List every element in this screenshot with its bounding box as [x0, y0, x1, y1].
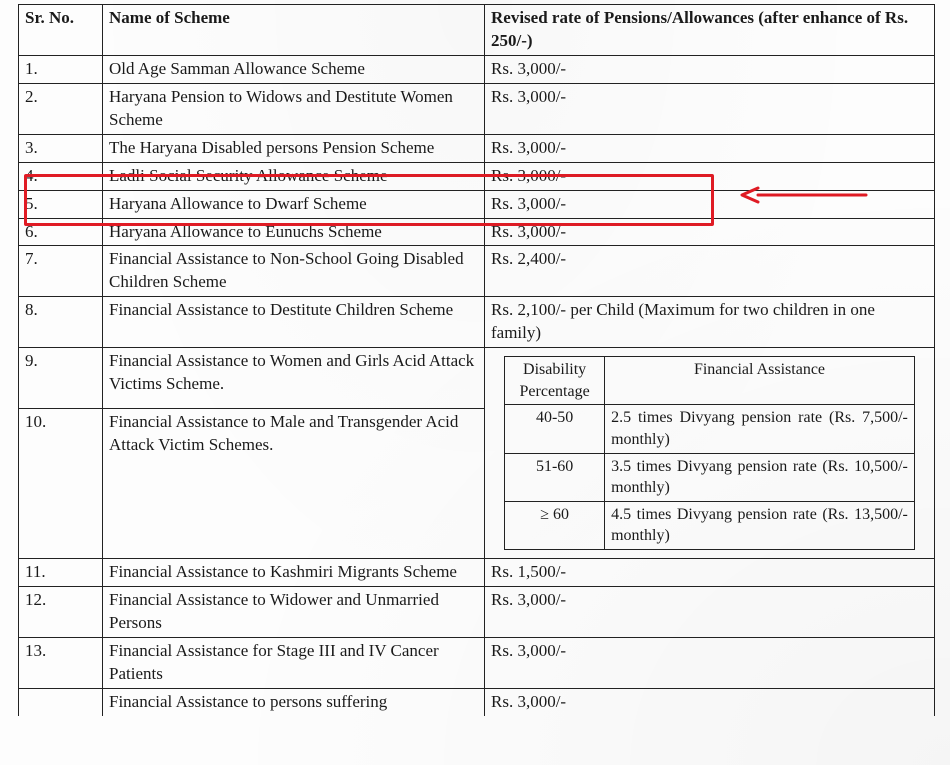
table-row: 5. Haryana Allowance to Dwarf Scheme Rs.…	[19, 190, 935, 218]
cell-sr: 3.	[19, 134, 103, 162]
cell-name: Financial Assistance to Non-School Going…	[103, 246, 485, 297]
inner-header-row: Disability Percentage Financial Assistan…	[505, 357, 915, 405]
cell-rate: Rs. 3,000/-	[485, 55, 935, 83]
cell-name: The Haryana Disabled persons Pension Sch…	[103, 134, 485, 162]
cell-sr: 7.	[19, 246, 103, 297]
cell-rate: Rs. 1,500/-	[485, 558, 935, 586]
table-row: 7. Financial Assistance to Non-School Go…	[19, 246, 935, 297]
table-row: 11. Financial Assistance to Kashmiri Mig…	[19, 558, 935, 586]
cell-rate: Rs. 3,000/-	[485, 162, 935, 190]
table-row: 6. Haryana Allowance to Eunuchs Scheme R…	[19, 218, 935, 246]
cell-rate: Rs. 3,000/-	[485, 688, 935, 715]
inner-row: 40-50 2.5 times Divyang pension rate (Rs…	[505, 405, 915, 453]
inner-b: 3.5 times Divyang pension rate (Rs. 10,5…	[605, 453, 915, 501]
page: { "header": { "sr": "Sr. No.", "name": "…	[0, 0, 950, 765]
cell-name: Financial Assistance to persons sufferin…	[103, 688, 485, 715]
table-row: 13. Financial Assistance for Stage III a…	[19, 637, 935, 688]
cell-rate: Rs. 3,000/-	[485, 218, 935, 246]
cell-sr	[19, 688, 103, 715]
table-row: 3. The Haryana Disabled persons Pension …	[19, 134, 935, 162]
header-sr: Sr. No.	[19, 5, 103, 56]
header-name: Name of Scheme	[103, 5, 485, 56]
inner-head-b: Financial Assistance	[605, 357, 915, 405]
table-row: 12. Financial Assistance to Widower and …	[19, 586, 935, 637]
table-row: 1. Old Age Samman Allowance Scheme Rs. 3…	[19, 55, 935, 83]
inner-b: 2.5 times Divyang pension rate (Rs. 7,50…	[605, 405, 915, 453]
cell-name: Financial Assistance to Male and Transge…	[103, 408, 485, 558]
disability-table: Disability Percentage Financial Assistan…	[504, 356, 915, 550]
header-rate: Revised rate of Pensions/Allowances (aft…	[485, 5, 935, 56]
cell-name: Old Age Samman Allowance Scheme	[103, 55, 485, 83]
cell-name: Haryana Allowance to Eunuchs Scheme	[103, 218, 485, 246]
cell-rate-nested: Disability Percentage Financial Assistan…	[485, 348, 935, 559]
inner-head-a: Disability Percentage	[505, 357, 605, 405]
inner-row: 51-60 3.5 times Divyang pension rate (Rs…	[505, 453, 915, 501]
cell-sr: 8.	[19, 297, 103, 348]
inner-a: 40-50	[505, 405, 605, 453]
table-row-cut: Financial Assistance to persons sufferin…	[19, 688, 935, 715]
table-header-row: Sr. No. Name of Scheme Revised rate of P…	[19, 5, 935, 56]
cell-sr: 10.	[19, 408, 103, 558]
cell-rate: Rs. 2,100/- per Child (Maximum for two c…	[485, 297, 935, 348]
cell-sr: 9.	[19, 348, 103, 409]
inner-a: ≥ 60	[505, 501, 605, 549]
inner-b: 4.5 times Divyang pension rate (Rs. 13,5…	[605, 501, 915, 549]
cell-name: Haryana Pension to Widows and Destitute …	[103, 83, 485, 134]
table-row: 9. Financial Assistance to Women and Gir…	[19, 348, 935, 409]
inner-row: ≥ 60 4.5 times Divyang pension rate (Rs.…	[505, 501, 915, 549]
cell-sr: 12.	[19, 586, 103, 637]
cell-rate: Rs. 3,000/-	[485, 586, 935, 637]
cell-name: Ladli Social Security Allowance Scheme	[103, 162, 485, 190]
cell-name: Financial Assistance to Women and Girls …	[103, 348, 485, 409]
cell-sr: 11.	[19, 558, 103, 586]
cell-rate: Rs. 3,000/-	[485, 83, 935, 134]
cell-sr: 1.	[19, 55, 103, 83]
cell-rate: Rs. 3,000/-	[485, 134, 935, 162]
cell-sr: 6.	[19, 218, 103, 246]
cell-name: Financial Assistance to Kashmiri Migrant…	[103, 558, 485, 586]
table-row-highlighted: 4. Ladli Social Security Allowance Schem…	[19, 162, 935, 190]
cell-rate: Rs. 2,400/-	[485, 246, 935, 297]
cell-name: Financial Assistance to Destitute Childr…	[103, 297, 485, 348]
schemes-table: Sr. No. Name of Scheme Revised rate of P…	[18, 4, 935, 716]
cell-name: Financial Assistance to Widower and Unma…	[103, 586, 485, 637]
cell-sr: 4.	[19, 162, 103, 190]
cell-sr: 5.	[19, 190, 103, 218]
cell-sr: 2.	[19, 83, 103, 134]
table-row: 2. Haryana Pension to Widows and Destitu…	[19, 83, 935, 134]
inner-a: 51-60	[505, 453, 605, 501]
cell-sr: 13.	[19, 637, 103, 688]
cell-name: Haryana Allowance to Dwarf Scheme	[103, 190, 485, 218]
cell-rate: Rs. 3,000/-	[485, 637, 935, 688]
cell-rate: Rs. 3,000/-	[485, 190, 935, 218]
table-row: 8. Financial Assistance to Destitute Chi…	[19, 297, 935, 348]
cell-name: Financial Assistance for Stage III and I…	[103, 637, 485, 688]
